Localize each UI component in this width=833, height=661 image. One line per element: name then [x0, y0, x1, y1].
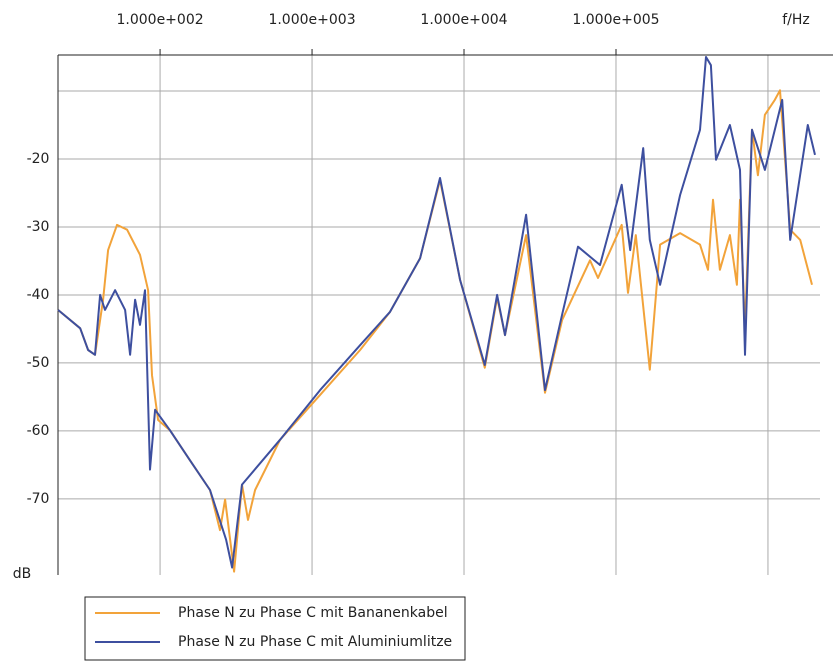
line-series	[57, 89, 813, 573]
x-tick-label: 1.000e+005	[572, 12, 659, 28]
y-tick-label: -60	[27, 423, 50, 439]
legend-label: Phase N zu Phase C mit Bananenkabel	[178, 605, 448, 621]
y-tick-label: -50	[27, 355, 50, 371]
legend-label: Phase N zu Phase C mit Aluminiumlitze	[178, 634, 452, 650]
x-tick-label: 1.000e+004	[420, 12, 507, 28]
y-tick-label: -30	[27, 219, 50, 235]
y-axis-label: dB	[13, 566, 32, 582]
line-series	[57, 56, 816, 569]
x-tick-label: 1.000e+002	[116, 12, 203, 28]
y-tick-label: -40	[27, 287, 50, 303]
legend-box	[84, 596, 466, 661]
y-tick-label: -70	[27, 491, 50, 507]
x-tick-label: 1.000e+003	[268, 12, 355, 28]
x-axis-label: f/Hz	[782, 12, 810, 28]
y-tick-label: -20	[27, 151, 50, 167]
